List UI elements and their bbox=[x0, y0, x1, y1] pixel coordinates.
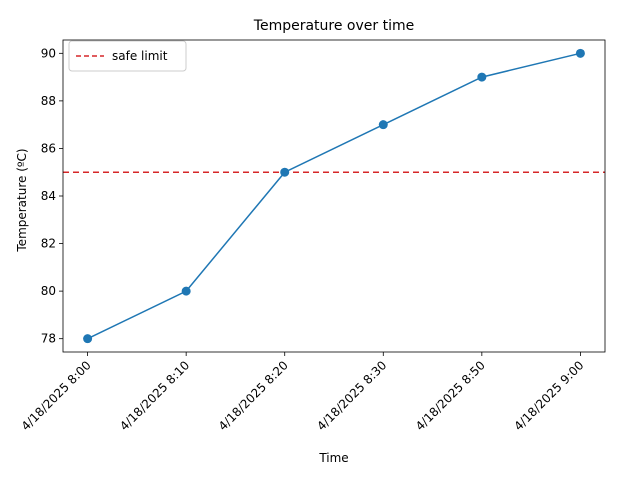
chart-title: Temperature over time bbox=[253, 18, 414, 34]
data-point bbox=[378, 120, 388, 130]
data-point bbox=[575, 48, 585, 58]
y-tick-label: 90 bbox=[41, 46, 56, 60]
data-point bbox=[181, 286, 191, 296]
y-tick-label: 88 bbox=[41, 94, 56, 108]
data-point bbox=[83, 334, 93, 344]
series-line bbox=[87, 52, 581, 340]
legend: safe limit bbox=[68, 40, 187, 72]
legend-label-safe-limit: safe limit bbox=[112, 49, 168, 63]
y-tick-label: 86 bbox=[41, 141, 56, 155]
legend-box bbox=[68, 40, 187, 72]
y-tick-label: 82 bbox=[41, 237, 56, 251]
y-axis-label: Temperature (ºC) bbox=[15, 148, 29, 252]
y-tick-label: 80 bbox=[41, 284, 56, 298]
y-tick-label: 84 bbox=[41, 189, 56, 203]
axes-frame bbox=[62, 39, 606, 353]
y-tick-label: 78 bbox=[41, 332, 56, 346]
data-point bbox=[477, 72, 487, 82]
x-axis-label: Time bbox=[318, 451, 348, 465]
data-point bbox=[280, 167, 290, 177]
